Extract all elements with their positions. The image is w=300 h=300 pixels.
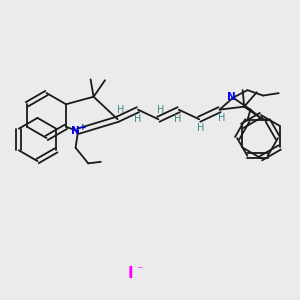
Text: H: H xyxy=(175,114,182,124)
Text: H: H xyxy=(218,113,226,123)
Text: N: N xyxy=(71,126,80,136)
Text: ⁻: ⁻ xyxy=(136,265,143,278)
Text: H: H xyxy=(134,114,141,124)
Text: I: I xyxy=(128,266,133,281)
Text: H: H xyxy=(118,105,125,115)
Text: H: H xyxy=(197,123,204,133)
Text: N: N xyxy=(227,92,236,102)
Text: +: + xyxy=(79,123,86,132)
Text: H: H xyxy=(157,105,164,115)
